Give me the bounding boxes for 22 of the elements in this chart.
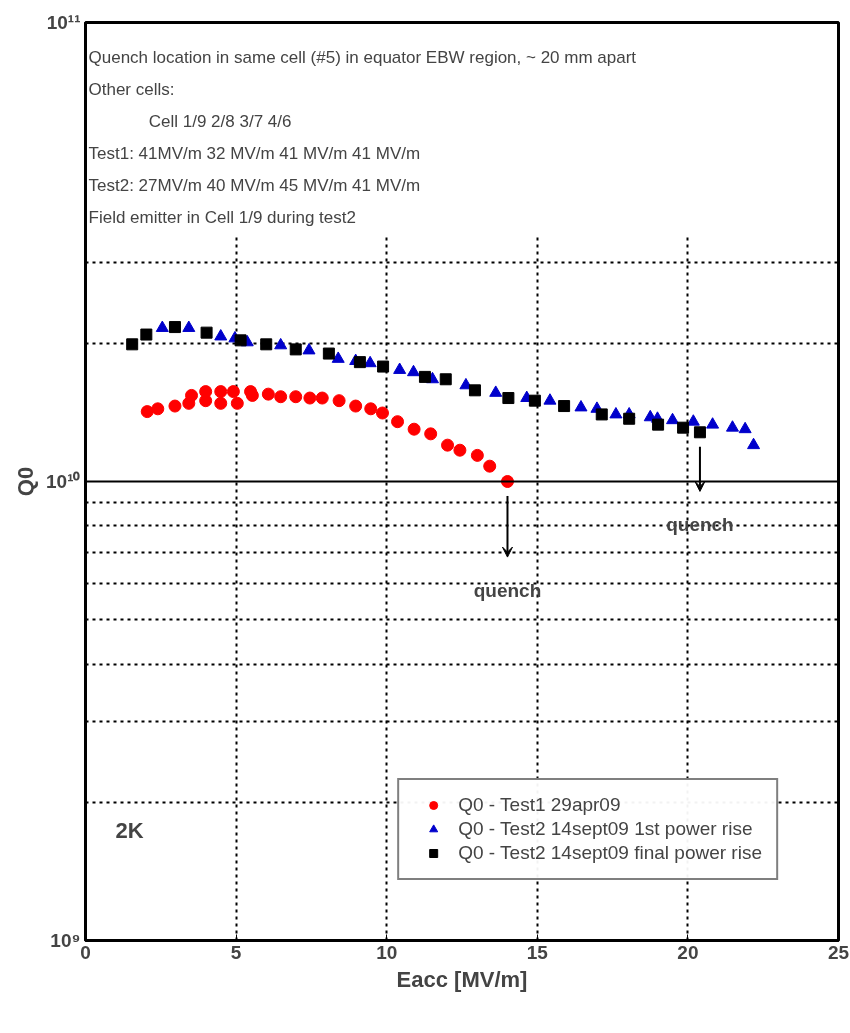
legend-label: Q0 - Test1 29apr09 bbox=[458, 794, 621, 816]
annotation: Cell 1/9 2/8 3/7 4/6 bbox=[148, 112, 292, 131]
x-tick-label: 25 bbox=[827, 941, 850, 963]
annotation: Other cells: bbox=[88, 80, 175, 99]
annotation: Test1: 41MV/m 32 MV/m 41 MV/m 41 MV/m bbox=[88, 144, 421, 163]
x-tick-label: 0 bbox=[80, 941, 91, 963]
annotation: Test2: 27MV/m 40 MV/m 45 MV/m 41 MV/m bbox=[88, 176, 421, 195]
x-tick-label: 10 bbox=[376, 941, 398, 963]
y-axis-title: Q0 bbox=[13, 466, 39, 497]
annotation: Quench location in same cell (#5) in equator EBW region, ~ 20 mm apart bbox=[88, 48, 637, 67]
x-tick-label: 5 bbox=[230, 941, 242, 963]
annotation: quench bbox=[473, 579, 542, 601]
legend-label: Q0 - Test2 14sept09 final power rise bbox=[458, 842, 762, 864]
x-axis-title: Eacc [MV/m] bbox=[396, 966, 528, 992]
annotation: Field emitter in Cell 1/9 during test2 bbox=[88, 208, 356, 227]
y-tick-label: 10¹¹ bbox=[46, 12, 81, 33]
legend-label: Q0 - Test2 14sept09 1st power rise bbox=[458, 818, 753, 840]
x-tick-label: 20 bbox=[677, 941, 699, 963]
x-tick-label: 15 bbox=[526, 941, 549, 963]
y-tick-label: 10¹⁰ bbox=[46, 471, 81, 492]
annotation: 2K bbox=[115, 817, 144, 843]
y-tick-label: 10⁹ bbox=[50, 930, 81, 951]
